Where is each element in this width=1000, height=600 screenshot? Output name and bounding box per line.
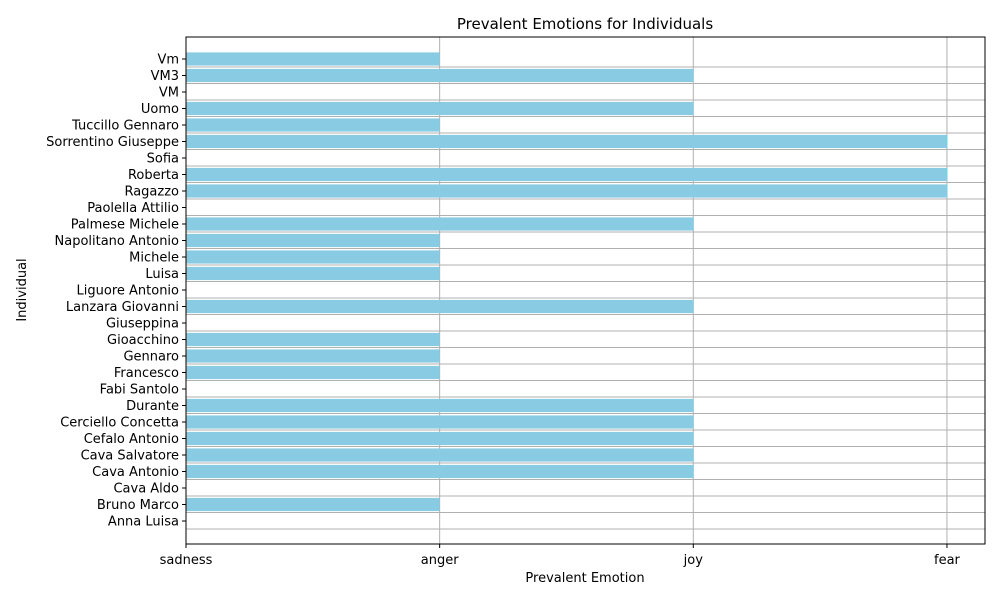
y-tick-label: Liguore Antonio [77,284,180,299]
bar [186,266,440,281]
bar [186,52,440,66]
bar [186,398,694,413]
bars [186,52,947,512]
y-tick-label: Cava Salvatore [81,449,179,464]
bar [186,167,947,182]
y-tick-label: Luisa [145,267,179,282]
y-tick-label: Ragazzo [124,185,179,200]
bar [186,68,694,83]
bar [186,134,947,149]
y-tick-label: Cerciello Concetta [60,416,179,431]
grid [185,37,985,544]
x-tick-label: joy [683,553,704,568]
bar [186,118,440,132]
x-tick-label: sadness [160,553,213,568]
bar [186,464,694,479]
y-tick-label: Michele [129,251,179,266]
y-tick-label: Paolella Attilio [87,201,179,216]
y-tick-label: Vm [157,53,179,68]
y-axis-label: Individual [15,258,30,321]
y-tick-label: Gioacchino [107,333,179,348]
bar [186,332,440,347]
chart-title: Prevalent Emotions for Individuals [457,15,713,33]
x-axis-label: Prevalent Emotion [525,571,644,586]
bar [186,431,694,446]
y-tick-label: Palmese Michele [71,218,179,233]
bar [186,217,694,231]
x-axis: sadness anger joy fear [160,544,961,568]
y-tick-label: Durante [126,399,179,414]
bar [186,415,694,429]
y-tick-label: Anna Luisa [108,515,179,530]
y-tick-label: Uomo [141,102,179,117]
y-tick-label: Francesco [114,366,179,381]
bar [186,299,694,314]
y-tick-label: Fabi Santolo [100,383,179,398]
y-tick-label: Bruno Marco [97,498,179,513]
y-tick-label: Giuseppina [106,317,179,332]
y-tick-label: Roberta [128,168,179,183]
bar [186,497,440,512]
x-tick-label: anger [421,553,459,568]
bar [186,101,694,116]
bar [186,250,440,264]
y-tick-label: Lanzara Giovanni [66,300,179,315]
bar [186,233,440,248]
y-tick-label: Napolitano Antonio [55,234,180,249]
y-tick-label: Gennaro [123,350,179,365]
bar [186,349,440,363]
y-tick-label: Tuccillo Gennaro [71,119,179,134]
y-tick-label: VM [159,86,179,101]
y-tick-label: Sofia [147,152,179,167]
bar [186,184,947,198]
y-tick-label: Cava Antonio [92,465,179,480]
x-tick-label: fear [934,553,961,568]
y-tick-label: Cefalo Antonio [84,432,179,447]
bar [186,448,694,462]
bar [186,365,440,380]
y-tick-label: Sorrentino Giuseppe [46,135,179,150]
y-tick-label: Cava Aldo [113,482,179,497]
y-tick-label: VM3 [151,69,179,84]
